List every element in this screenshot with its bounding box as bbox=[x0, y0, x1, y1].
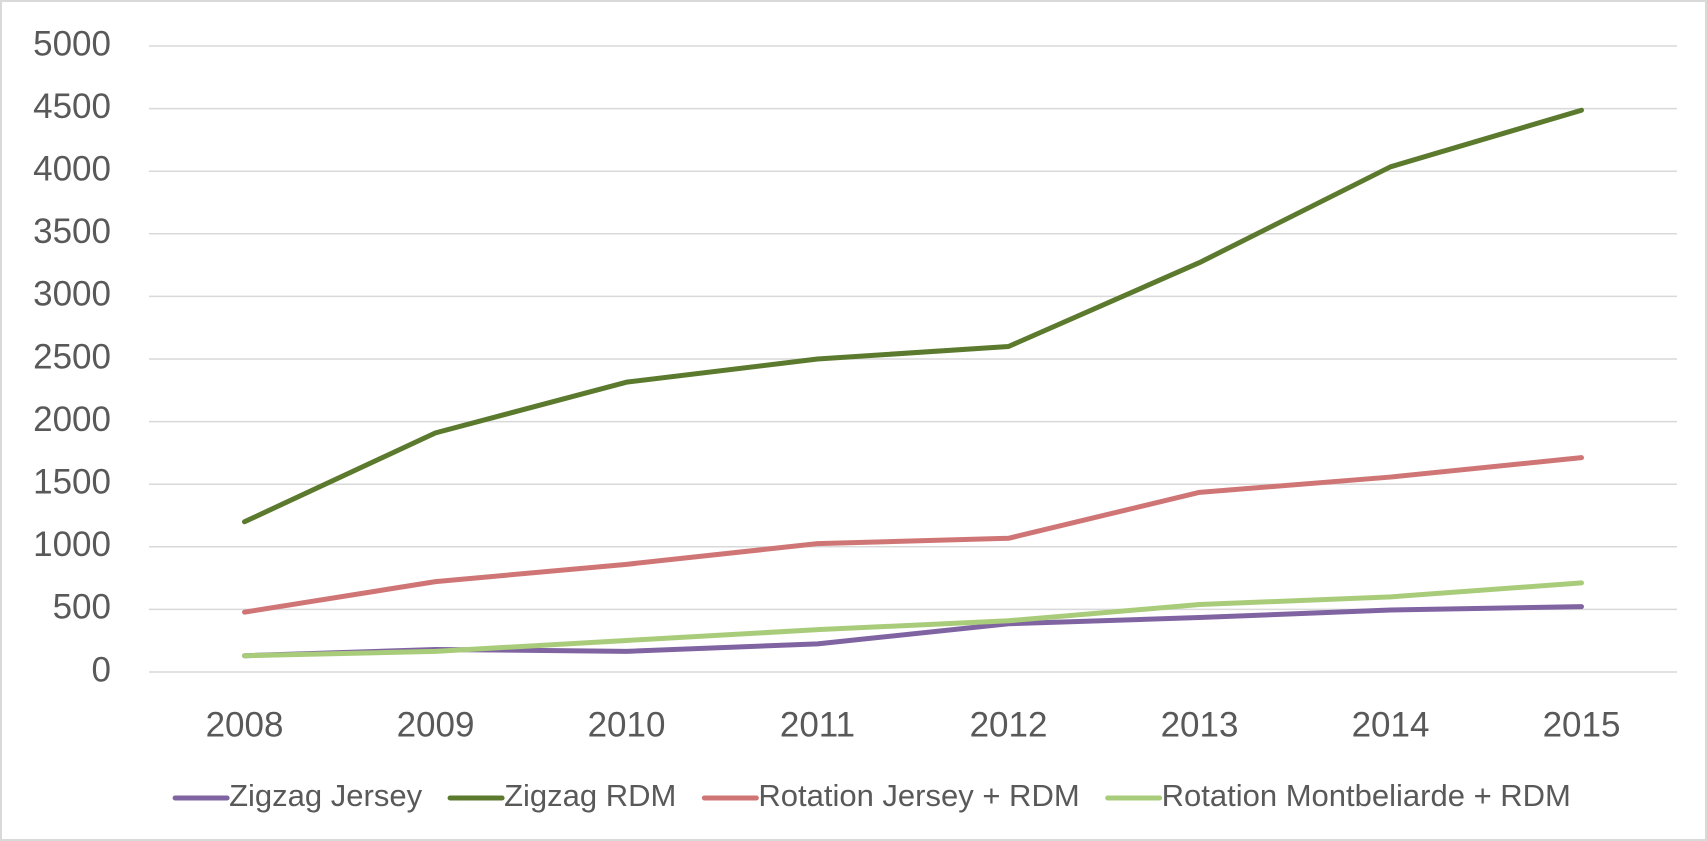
x-tick-label: 2014 bbox=[1352, 705, 1430, 744]
series-line bbox=[242, 580, 1584, 659]
legend: Zigzag Jersey Zigzag RDM Rotation Jersey +… bbox=[172, 778, 1571, 813]
y-tick-label: 500 bbox=[53, 588, 111, 627]
y-tick-label: 3000 bbox=[33, 275, 111, 314]
y-tick-label: 4000 bbox=[33, 149, 111, 188]
x-tick-label: 2009 bbox=[397, 705, 475, 744]
series-line bbox=[242, 107, 1584, 525]
x-tick-label: 2011 bbox=[780, 705, 855, 744]
legend-label: Zigzag Jersey bbox=[229, 778, 422, 813]
x-tick-label: 2010 bbox=[588, 705, 666, 744]
y-tick-label: 2500 bbox=[33, 337, 111, 376]
legend-label: Rotation Jersey + RDM bbox=[758, 778, 1079, 813]
y-tick-label: 2000 bbox=[33, 400, 111, 439]
x-tick-label: 2008 bbox=[206, 705, 284, 744]
y-tick-label: 1500 bbox=[33, 462, 111, 501]
x-tick-label: 2012 bbox=[970, 705, 1048, 744]
y-tick-label: 1000 bbox=[33, 525, 111, 564]
y-tick-label: 5000 bbox=[33, 24, 111, 63]
series-line bbox=[242, 455, 1584, 615]
y-tick-label: 0 bbox=[92, 650, 111, 689]
legend-label: Rotation Montbeliarde + RDM bbox=[1162, 778, 1571, 813]
legend-label: Zigzag RDM bbox=[504, 778, 676, 813]
x-tick-label: 2015 bbox=[1543, 705, 1621, 744]
x-tick-label: 2013 bbox=[1161, 705, 1239, 744]
y-tick-label: 4500 bbox=[33, 87, 111, 126]
y-tick-label: 3500 bbox=[33, 212, 111, 251]
